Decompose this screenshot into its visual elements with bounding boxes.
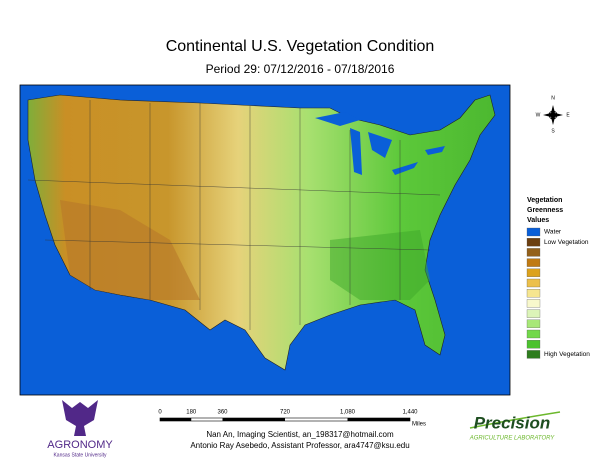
credit-line: Nan An, Imaging Scientist, an_198317@hot… (206, 430, 394, 439)
scale-bar: 0 180 360 720 1,080 1,440 Miles (158, 410, 426, 428)
scale-bar-segment (347, 418, 410, 421)
legend-label: Low Vegetation (544, 239, 589, 246)
legend-swatch (526, 227, 541, 237)
scale-bar-segment (222, 418, 285, 421)
southeast-forest (330, 230, 430, 300)
legend-swatch (526, 238, 541, 247)
scale-bar-segment (160, 418, 192, 421)
scale-label: 1,440 (402, 410, 418, 416)
map (19, 84, 511, 396)
legend-swatch (526, 309, 541, 318)
compass-s: S (551, 128, 555, 134)
swoosh (469, 411, 561, 429)
agronomy-logo: AGRONOMY Kansas State University (47, 400, 113, 458)
legend-swatch (526, 350, 541, 359)
compass-n: N (551, 95, 555, 101)
logo-sub: Kansas State University (53, 452, 107, 458)
great-lakes (315, 112, 445, 175)
legend-swatch (526, 299, 541, 308)
legend-swatch (526, 329, 541, 339)
legend-label: High Vegetation (544, 351, 590, 358)
legend-swatch (526, 268, 541, 277)
title: Continental U.S. Vegetation Condition (166, 38, 435, 55)
legend-swatch (526, 258, 541, 267)
legend-swatch (526, 319, 541, 328)
desert-southwest (60, 200, 200, 300)
compass-w: W (536, 112, 541, 118)
scale-label: 360 (217, 410, 228, 416)
legend: Vegetation Greenness Values Water Low Vege… (526, 197, 590, 359)
us-landmass (27, 94, 496, 371)
legend-swatch (526, 278, 541, 288)
compass: N W E S (536, 95, 571, 134)
legend-label: Water (544, 229, 562, 236)
scale-label: 180 (186, 410, 197, 416)
logo-name: Precision (474, 413, 551, 432)
scale-label: 720 (280, 410, 291, 416)
legend-swatch (526, 340, 541, 349)
scale-label: 0 (158, 410, 162, 416)
compass-e: E (566, 112, 570, 118)
scale-unit: Miles (412, 422, 426, 428)
logo-name: AGRONOMY (47, 439, 113, 451)
compass-rose (543, 105, 563, 125)
state-lines (27, 100, 441, 330)
legend-swatch (526, 289, 541, 298)
legend-swatch (526, 248, 541, 257)
logo-sub: Agriculture Laboratory (469, 436, 555, 442)
subtitle: Period 29: 07/12/2016 - 07/18/2016 (206, 62, 395, 76)
credit-line: Antonio Ray Asebedo, Assistant Professor… (190, 441, 409, 450)
wildcat-icon (62, 400, 98, 436)
precision-logo: Precision Agriculture Laboratory (469, 411, 561, 442)
legend-title: Vegetation Greenness Values (527, 197, 565, 224)
scale-label: 1,080 (340, 410, 356, 416)
